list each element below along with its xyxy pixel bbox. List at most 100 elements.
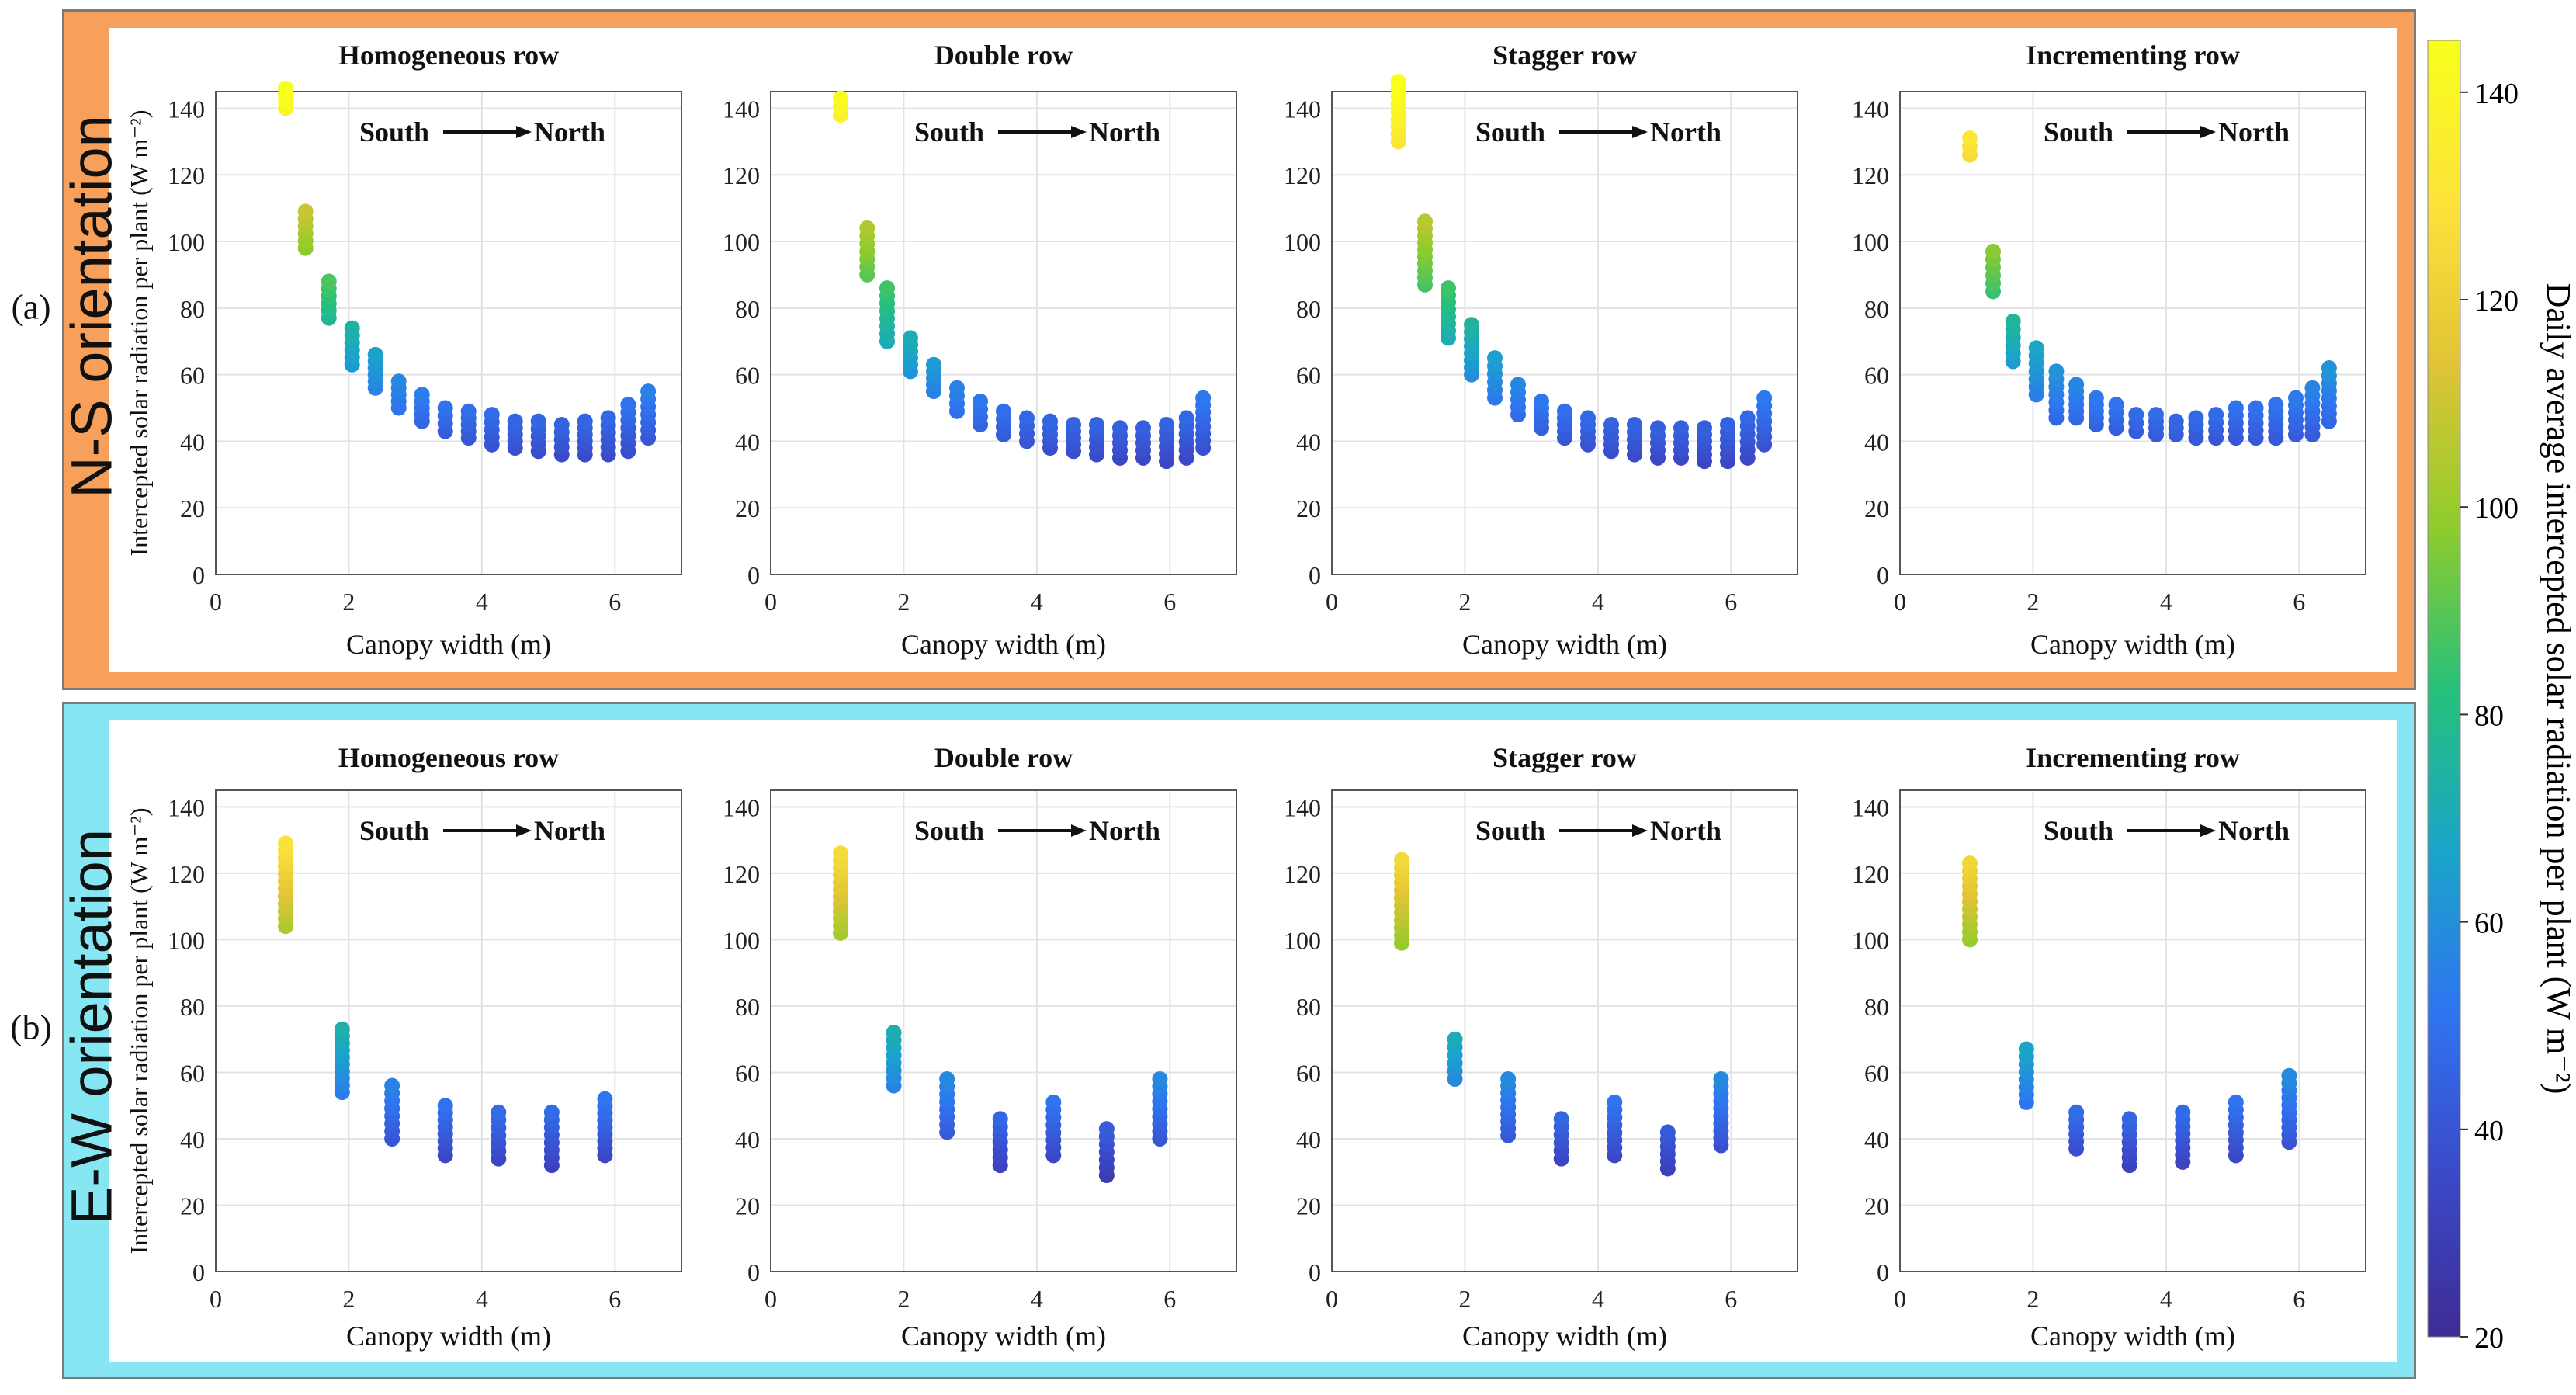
- x-tick-label: 2: [2026, 588, 2039, 616]
- subplot-ew-incrementing: 0 20 40 60 80 100 120 140 0 2 4 6 Incrementing row Ca…: [1852, 742, 2366, 1352]
- x-axis-label: Canopy width (m): [346, 1320, 551, 1352]
- y-tick-label: 140: [1852, 793, 1889, 821]
- y-tick-label: 140: [168, 793, 205, 821]
- data-point: [1985, 243, 2001, 259]
- y-tick-label: 20: [180, 1192, 205, 1220]
- data-point: [543, 1104, 560, 1120]
- data-point: [939, 1071, 955, 1087]
- y-tick-label: 100: [1852, 228, 1889, 256]
- y-tick-label: 40: [180, 428, 205, 456]
- y-tick-label: 100: [723, 228, 760, 256]
- y-tick-label: 120: [1284, 161, 1321, 189]
- annotation-north: North: [1089, 116, 1160, 147]
- subplot-title: Incrementing row: [2026, 742, 2240, 773]
- data-point: [2281, 1067, 2297, 1084]
- subplot-ns-homogeneous: 0 20 40 60 80 100 120 140 0 2 4 6 Homogeneous row Can…: [125, 40, 682, 660]
- x-axis-label: Canopy width (m): [2030, 1320, 2235, 1352]
- data-point: [278, 80, 293, 96]
- x-axis-label: Canopy width (m): [1462, 1320, 1667, 1352]
- colorbar-tick-label: 140: [2474, 78, 2519, 110]
- colorbar-tick-label: 80: [2474, 699, 2504, 732]
- data-point: [577, 413, 593, 429]
- annotation-south: South: [914, 815, 984, 846]
- data-point: [949, 380, 965, 396]
- y-tick-label: 20: [735, 494, 760, 522]
- x-tick-label: 6: [2293, 1285, 2305, 1313]
- y-tick-label: 140: [723, 95, 760, 123]
- x-tick-label: 2: [1458, 588, 1471, 616]
- scatter-series: [1962, 855, 2297, 1174]
- data-point: [1447, 1031, 1463, 1047]
- scatter-series: [278, 835, 613, 1174]
- data-point: [507, 413, 523, 429]
- annotation-arrowhead: [2200, 126, 2216, 138]
- data-point: [1089, 416, 1104, 432]
- data-point: [1487, 350, 1503, 366]
- data-point: [620, 397, 636, 413]
- annotation-north: North: [1650, 815, 1721, 846]
- x-tick-label: 0: [1326, 1285, 1338, 1313]
- data-point: [833, 90, 848, 106]
- annotation-south: South: [359, 116, 429, 147]
- y-tick-label: 20: [1296, 494, 1321, 522]
- data-point: [1697, 420, 1712, 436]
- data-point: [2288, 390, 2304, 406]
- panel-b-label: (b): [10, 1007, 52, 1047]
- x-axis-label: Canopy width (m): [901, 1320, 1106, 1352]
- x-tick-label: 6: [2293, 588, 2305, 616]
- annotation-arrowhead: [1632, 824, 1648, 837]
- data-point: [437, 400, 453, 416]
- y-tick-label: 120: [1284, 860, 1321, 888]
- data-point: [484, 407, 500, 423]
- data-point: [1441, 280, 1456, 297]
- y-tick-label: 80: [1296, 993, 1321, 1021]
- data-point: [1962, 855, 1978, 872]
- data-point: [1178, 410, 1194, 426]
- subplot-title: Double row: [934, 742, 1073, 773]
- y-axis-label: Intercepted solar radiation per plant (W…: [125, 110, 153, 557]
- x-tick-label: 2: [2026, 1285, 2039, 1313]
- x-tick-label: 2: [1458, 1285, 1471, 1313]
- data-point: [2228, 1094, 2244, 1110]
- annotation-arrowhead: [1071, 824, 1087, 837]
- y-tick-label: 100: [1284, 228, 1321, 256]
- y-tick-label: 0: [1309, 1258, 1321, 1286]
- y-tick-label: 120: [168, 161, 205, 189]
- y-tick-label: 100: [723, 926, 760, 954]
- data-point: [903, 330, 918, 346]
- annotation-south: South: [914, 116, 984, 147]
- x-tick-label: 6: [1163, 1285, 1176, 1313]
- x-tick-label: 4: [1592, 1285, 1604, 1313]
- data-point: [367, 346, 383, 363]
- y-tick-label: 40: [1296, 428, 1321, 456]
- x-axis-label: Canopy width (m): [2030, 629, 2235, 660]
- data-point: [1713, 1071, 1729, 1087]
- data-point: [2168, 413, 2184, 429]
- annotation-arrowhead: [516, 126, 532, 138]
- data-point: [297, 203, 314, 220]
- plot-frame: [770, 789, 1237, 1272]
- x-tick-label: 6: [1725, 588, 1737, 616]
- x-tick-label: 6: [608, 1285, 621, 1313]
- scatter-series: [833, 845, 1168, 1183]
- data-point: [1650, 420, 1666, 436]
- plot-frame: [215, 91, 682, 575]
- data-point: [1045, 1094, 1062, 1110]
- y-tick-label: 60: [1296, 362, 1321, 390]
- data-point: [1390, 74, 1406, 90]
- y-tick-label: 60: [735, 362, 760, 390]
- data-point: [384, 1077, 400, 1094]
- data-point: [1627, 416, 1642, 432]
- annotation-south: South: [2044, 815, 2113, 846]
- data-point: [2268, 397, 2284, 413]
- x-axis-label: Canopy width (m): [901, 629, 1106, 660]
- y-tick-label: 0: [1309, 561, 1321, 589]
- x-axis-label: Canopy width (m): [1462, 629, 1667, 660]
- annotation-south: South: [359, 815, 429, 846]
- x-tick-label: 4: [2160, 588, 2172, 616]
- data-point: [2321, 360, 2337, 377]
- annotation-north: North: [534, 815, 605, 846]
- data-point: [1673, 420, 1689, 436]
- x-tick-label: 0: [1326, 588, 1338, 616]
